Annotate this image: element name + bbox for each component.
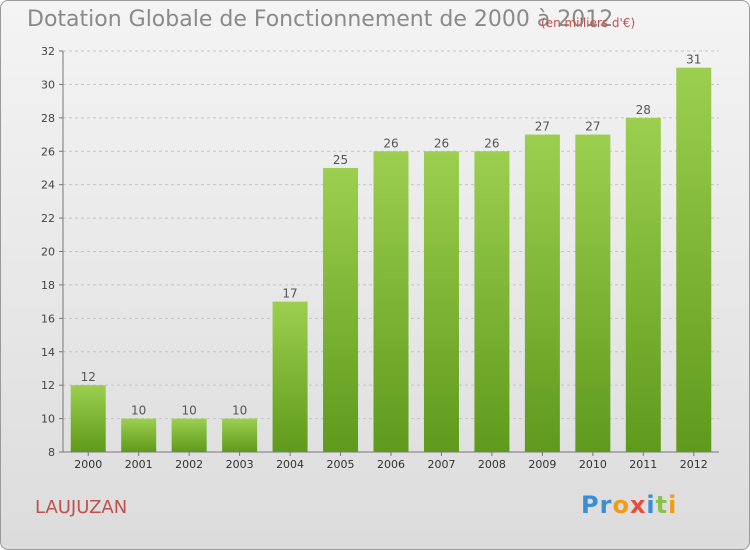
data-label: 10 [131,404,146,418]
x-tick-label: 2006 [377,458,405,471]
place-name: LAUJUZAN [35,497,128,518]
y-tick-label: 8 [48,446,55,459]
x-tick-label: 2002 [175,458,203,471]
bar [323,167,359,453]
data-label: 10 [232,404,247,418]
bar [524,134,560,452]
bar [625,117,661,452]
data-label: 10 [182,404,197,418]
data-label: 25 [333,153,348,167]
logo-letter: x [629,491,647,519]
y-tick-label: 16 [41,312,55,325]
y-tick-label: 12 [41,379,55,392]
x-tick-label: 2000 [74,458,102,471]
data-label: 26 [383,136,398,150]
data-label: 26 [434,136,449,150]
bar [423,151,459,452]
y-tick-label: 30 [41,78,55,91]
data-label: 27 [535,120,550,134]
data-label: 28 [636,103,651,117]
logo-letter: t [655,491,669,519]
bar [171,418,207,452]
logo-letter: r [599,491,613,519]
x-tick-label: 2007 [427,458,455,471]
logo-letter: o [612,491,630,519]
bar [575,134,611,452]
x-tick-label: 2005 [327,458,355,471]
chart-subtitle: (en milliers d'€) [541,16,636,30]
y-tick-label: 14 [41,346,55,359]
x-tick-label: 2012 [680,458,708,471]
bar [121,418,157,452]
chart-title: Dotation Globale de Fonctionnement de 20… [27,7,614,32]
y-tick-label: 32 [41,45,55,58]
y-tick-label: 24 [41,179,55,192]
data-label: 17 [282,287,297,301]
proxiti-logo: Proxiti [581,491,677,519]
y-tick-label: 22 [41,212,55,225]
y-tick-label: 10 [41,413,55,426]
data-label: 26 [484,136,499,150]
x-tick-label: 2003 [226,458,254,471]
y-tick-label: 28 [41,112,55,125]
bar [676,67,712,452]
x-tick-label: 2001 [125,458,153,471]
bar [222,418,258,452]
x-tick-label: 2008 [478,458,506,471]
y-tick-label: 18 [41,279,55,292]
x-tick-label: 2009 [528,458,556,471]
x-tick-label: 2011 [629,458,657,471]
data-label: 12 [81,370,96,384]
bar [272,301,308,452]
y-tick-label: 20 [41,246,55,259]
data-label: 31 [686,53,701,67]
x-tick-label: 2004 [276,458,304,471]
logo-letter: i [646,491,656,519]
x-tick-label: 2010 [579,458,607,471]
logo-letter: i [668,491,678,519]
bar [474,151,510,452]
bar [373,151,409,452]
bar [70,385,106,452]
logo-letter: P [581,491,600,519]
y-tick-label: 26 [41,145,55,158]
data-label: 27 [585,120,600,134]
